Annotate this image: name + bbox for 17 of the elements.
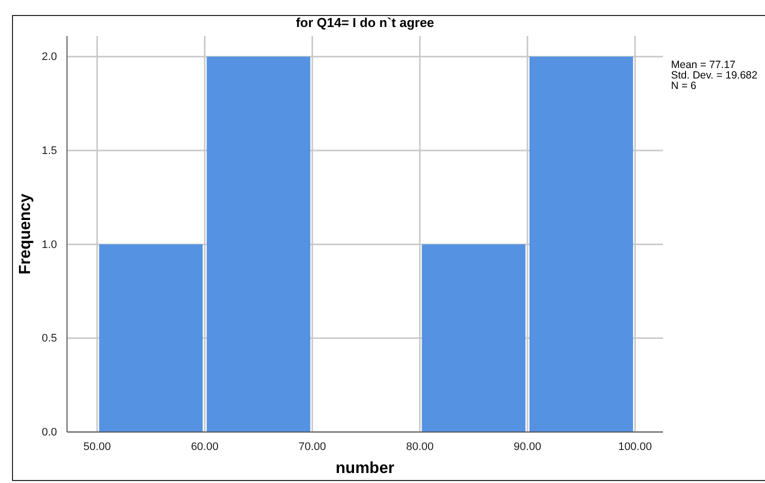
x-tick-label: 60.00 [190, 440, 218, 453]
text: N = 6 [671, 80, 697, 92]
y-tick-label: 1.0 [42, 238, 57, 251]
text: Std. Dev. = 19.682 [671, 70, 758, 82]
x-tick-label: 100.00 [618, 440, 652, 453]
chart-title: for Q14= I do n`t agree [296, 15, 434, 30]
x-axis-title: number [336, 460, 394, 477]
y-tick-label: 1.5 [42, 145, 57, 158]
text: Mean = 77.17 [671, 59, 736, 71]
x-tick-label: 90.00 [514, 440, 542, 453]
y-tick-label: 2.0 [42, 51, 57, 64]
x-tick-label: 70.00 [298, 440, 326, 453]
x-tick-label: 50.00 [83, 440, 111, 453]
y-tick-label: 0.0 [42, 426, 57, 439]
y-tick-label: 0.5 [42, 332, 57, 345]
y-axis-title: Frequency [17, 193, 34, 274]
x-tick-label: 80.00 [406, 440, 434, 453]
